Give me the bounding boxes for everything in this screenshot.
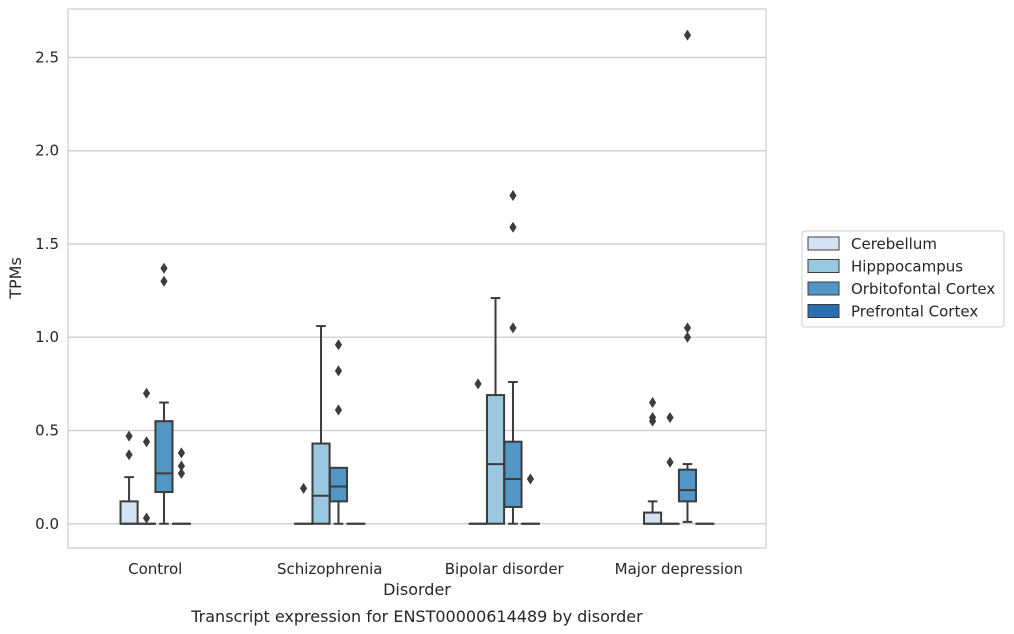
legend-swatch: [807, 259, 840, 273]
box-1-2: [328, 339, 349, 525]
box-groups: [119, 29, 715, 525]
legend-label: Orbitofontal Cortex: [851, 280, 995, 298]
box-body: [311, 442, 331, 525]
outlier-point-0: [666, 456, 674, 468]
x-axis-label: Disorder: [383, 580, 451, 599]
outlier-point-1: [125, 430, 133, 442]
box-group-2: [468, 190, 540, 525]
box-body: [154, 420, 174, 494]
y-tick-label-2: 1.0: [35, 328, 59, 346]
box-2-2: [503, 190, 523, 525]
legend: Cerebellum Hipppocampus Orbitofontal Corte…: [801, 230, 1005, 328]
outlier-point-1: [142, 436, 151, 448]
box-0-3: [171, 447, 191, 525]
y-tick-label-4: 2.0: [35, 142, 59, 160]
outlier-point-1: [683, 322, 692, 334]
outlier-point-0: [160, 275, 168, 287]
x-tick-label-2: Bipolar disorder: [445, 560, 565, 578]
outlier-point-1: [177, 460, 186, 472]
outlier-point-2: [177, 447, 186, 459]
outlier-point-0: [177, 467, 186, 479]
y-tick-labels: 0.0 0.5 1.0 1.5 2.0 2.5: [35, 48, 59, 532]
legend-item-2: Orbitofontal Cortex: [807, 280, 995, 298]
box-body: [503, 440, 523, 508]
box-group-0: [119, 262, 191, 525]
box-1-0: [294, 482, 314, 525]
box-3-0: [643, 397, 663, 525]
box-body: [643, 511, 663, 525]
box-1-1: [311, 325, 331, 525]
box-3-1: [660, 411, 680, 525]
y-tick-label-3: 1.5: [35, 235, 59, 253]
box-0-1: [136, 387, 157, 525]
y-tick-label-1: 0.5: [35, 422, 59, 440]
legend-item-3: Prefrontal Cortex: [807, 303, 978, 321]
outlier-point-1: [648, 411, 657, 423]
x-tick-label-1: Schizophrenia: [277, 560, 382, 578]
outlier-point-2: [509, 190, 517, 202]
x-tick-label-3: Major depression: [615, 560, 743, 578]
outlier-point-1: [334, 365, 343, 377]
legend-item-0: Cerebellum: [807, 235, 937, 253]
box-3-2: [677, 29, 698, 523]
legend-items: Cerebellum Hipppocampus Orbitofontal Corte…: [807, 235, 995, 321]
outlier-point-2: [683, 29, 692, 41]
outlier-point-0: [526, 473, 535, 485]
legend-swatch: [807, 236, 840, 251]
legend-label: Prefrontal Cortex: [851, 303, 978, 321]
outlier-point-0: [142, 512, 151, 524]
outlier-point-1: [666, 411, 674, 423]
outlier-point-1: [509, 221, 517, 233]
box-0-0: [119, 430, 139, 525]
legend-swatch: [807, 281, 840, 296]
outlier-point-0: [299, 482, 308, 494]
chart-caption: Transcript expression for ENST0000061448…: [190, 607, 643, 626]
y-axis-label: TPMs: [6, 257, 25, 300]
x-tick-label-0: Control: [128, 560, 182, 578]
y-tick-label-5: 2.5: [35, 48, 59, 66]
outlier-point-0: [683, 331, 692, 343]
y-tick-label-0: 0.0: [35, 515, 59, 533]
box-0-2: [154, 262, 174, 525]
box-body: [119, 500, 139, 525]
legend-frame: [801, 230, 1005, 328]
box-2-1: [485, 297, 506, 525]
box-group-3: [643, 29, 715, 525]
box-2-0: [468, 378, 488, 525]
outlier-point-0: [125, 449, 133, 461]
outlier-point-0: [509, 322, 517, 334]
legend-item-1: Hipppocampus: [807, 258, 963, 276]
legend-label: Hipppocampus: [851, 258, 963, 276]
plot-frame: [67, 8, 767, 549]
outlier-point-1: [160, 262, 168, 274]
x-tick-labels: Control Schizophrenia Bipolar disorder Majo…: [128, 560, 743, 578]
legend-label: Cerebellum: [851, 235, 937, 253]
legend-swatch: [807, 304, 840, 318]
box-2-3: [520, 473, 540, 525]
outlier-point-2: [142, 387, 151, 399]
outlier-point-0: [474, 378, 482, 390]
box-body: [485, 394, 506, 525]
outlier-point-0: [334, 404, 343, 416]
outlier-point-2: [334, 339, 343, 351]
box-group-1: [294, 325, 366, 525]
box-body: [677, 468, 698, 503]
box-body: [328, 466, 349, 503]
outlier-point-2: [648, 397, 657, 409]
